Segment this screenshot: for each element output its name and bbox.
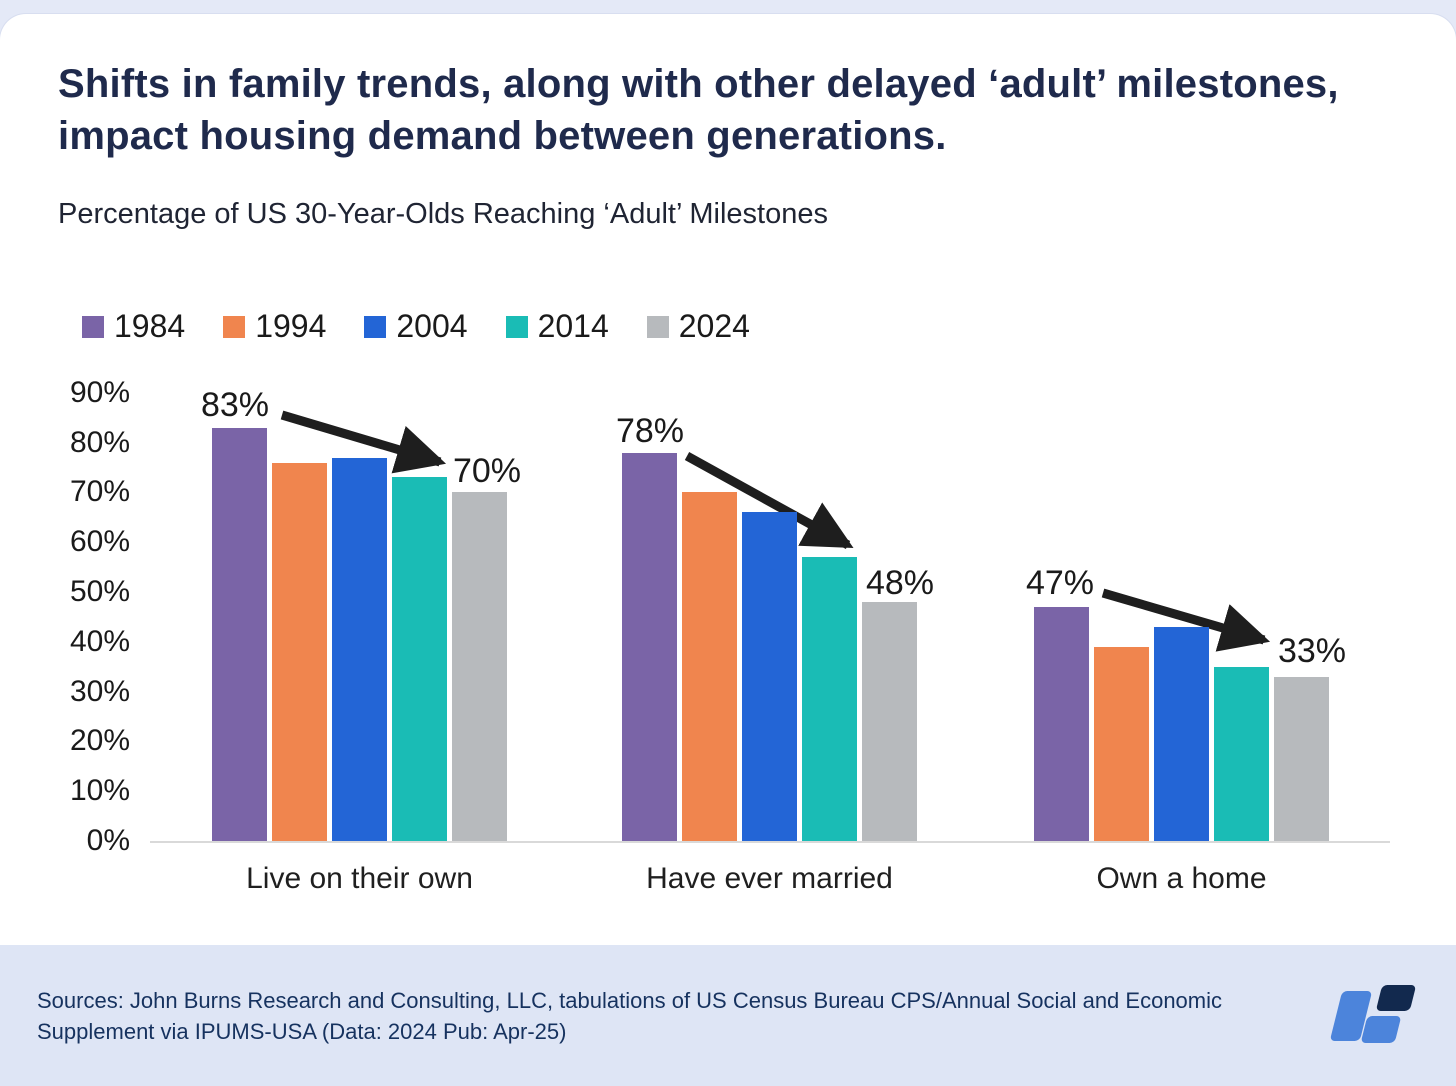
bar-1994-live-on-their-own [272,463,327,841]
john-burns-logo [1329,983,1426,1051]
legend-item-1994: 1994 [223,308,326,345]
y-axis-tick-20%: 20% [69,724,130,758]
legend-label: 2014 [537,308,609,344]
logo-top-block [1375,985,1417,1011]
y-axis-tick-0%: 0% [86,824,130,857]
y-axis-tick-80%: 80% [69,425,130,459]
x-axis-label-live-on-their-own: Live on their own [246,862,473,895]
value-label-33pct: 33% [1277,632,1347,670]
chart-subtitle: Percentage of US 30-Year-Olds Reaching ‘… [58,198,828,230]
value-label-48pct: 48% [865,564,935,602]
legend-label: 1994 [255,308,327,344]
legend-item-2014: 2014 [505,308,609,345]
legend-swatch-2024 [646,315,669,338]
legend-label: 2004 [396,308,468,344]
bar-2004-live-on-their-own [332,458,387,841]
logo-bottom-block [1360,1016,1402,1043]
bar-2014-live-on-their-own [392,477,447,841]
x-axis-label-have-ever-married: Have ever married [646,862,893,895]
y-axis-tick-30%: 30% [69,674,130,708]
bar-2014-have-ever-married [802,557,857,841]
y-axis-tick-50%: 50% [69,575,130,608]
chart-legend: 1984 1994 2004 2014 2024 [82,308,750,345]
bar-group-live-on-their-own [212,375,507,841]
legend-label: 2024 [678,308,750,344]
value-label-78pct: 78% [615,412,685,450]
bar-2014-own-a-home [1214,667,1269,841]
x-axis-line [150,841,1390,843]
legend-swatch-2004 [364,315,387,338]
y-axis-tick-40%: 40% [69,624,130,658]
x-axis-label-own-a-home: Own a home [1096,862,1267,895]
bar-chart: 0% 10% 20% 30% 40% 50% 60% 70% 80% 90% Live on the… [0,14,1456,945]
value-label-70pct: 70% [452,452,522,490]
legend-swatch-1994 [223,315,246,338]
bar-2024-have-ever-married [862,602,917,841]
bar-2004-have-ever-married [742,512,797,841]
page-title: Shifts in family trends, along with othe… [58,62,1339,158]
y-axis-tick-60%: 60% [69,525,130,559]
legend-swatch-2014 [505,315,528,338]
y-axis-tick-90%: 90% [69,375,130,409]
source-attribution: Sources: John Burns Research and Consult… [37,988,1223,1044]
bar-1994-own-a-home [1094,647,1149,841]
bar-group-own-a-home [1034,375,1329,841]
legend-item-2004: 2004 [364,308,468,345]
value-label-83pct: 83% [200,386,270,424]
y-axis-tick-70%: 70% [69,475,130,509]
y-axis-tick-10%: 10% [69,774,130,808]
bar-1994-have-ever-married [682,492,737,841]
bar-2024-live-on-their-own [452,492,507,841]
bar-group-have-ever-married [622,375,917,841]
footer-band: Sources: John Burns Research and Consult… [0,945,1456,1086]
bar-2004-own-a-home [1154,627,1209,841]
legend-item-2024: 2024 [646,308,750,345]
legend-swatch-1984 [82,315,104,338]
value-label-47pct: 47% [1025,564,1095,602]
legend-label: 1984 [114,308,186,344]
bar-2024-own-a-home [1274,677,1329,841]
bar-1984-own-a-home [1034,607,1089,841]
chart-card: Shifts in family trends, along with othe… [0,14,1456,945]
legend-item-1984: 1984 [82,308,185,345]
bar-1984-have-ever-married [622,453,677,841]
bar-1984-live-on-their-own [212,428,267,841]
